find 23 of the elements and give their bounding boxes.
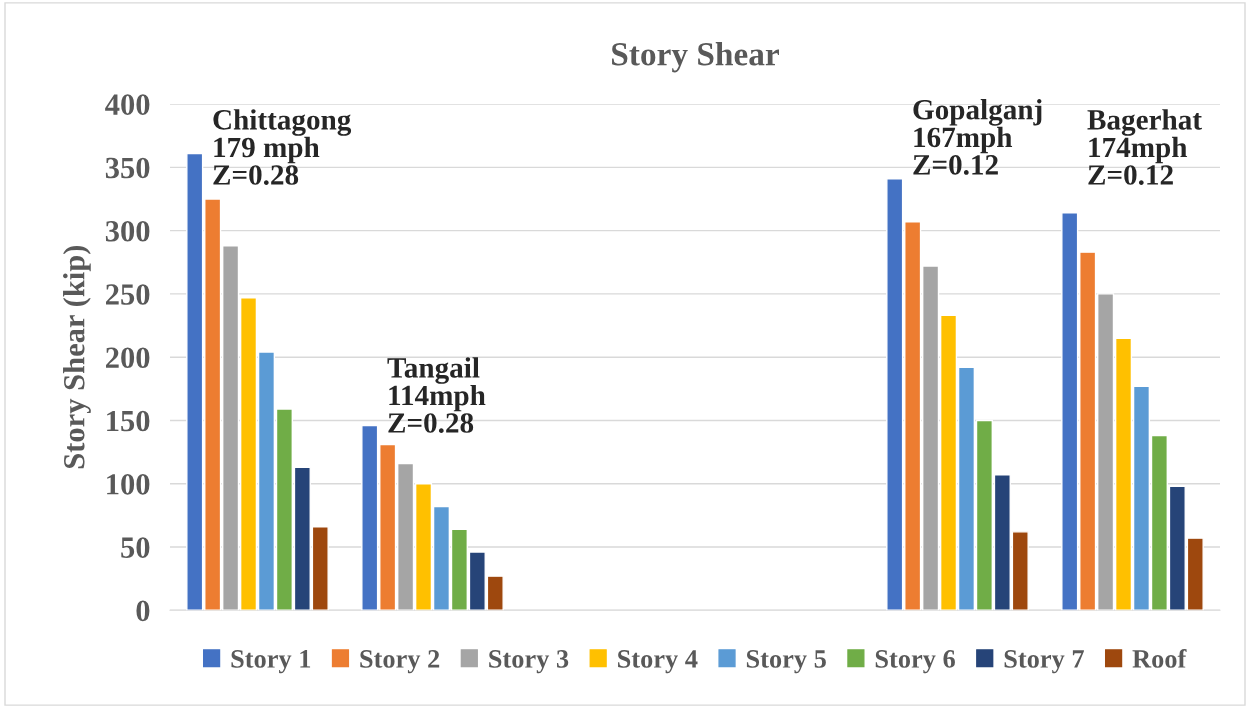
annotation: Bagerhat 174mph Z=0.12 <box>1087 109 1202 185</box>
y-axis-title: Story Shear (kip) <box>63 245 91 469</box>
legend-label: Roof <box>1132 648 1187 668</box>
y-tick-label: 150 <box>107 410 150 432</box>
y-tick-label: 50 <box>121 537 150 558</box>
chart-title: Story Shear <box>612 42 779 73</box>
legend-label: Story 7 <box>1004 650 1084 674</box>
legend-label: Story 4 <box>618 650 698 674</box>
y-tick-label: 400 <box>105 94 150 115</box>
annotation: Chittagong 179 mph Z=0.28 <box>213 109 352 185</box>
y-tick-label: 250 <box>106 284 150 305</box>
legend-label: Story 3 <box>489 650 569 674</box>
legend-label: Story 5 <box>746 650 826 674</box>
annotation: Gopalganj 167mph Z=0.12 <box>913 99 1042 175</box>
y-tick-label: 100 <box>107 474 150 495</box>
annotation: Tangail 114mph Z=0.28 <box>387 357 486 433</box>
legend-label: Story 6 <box>875 650 955 674</box>
legend-label: Story 1 <box>231 650 311 674</box>
legend-label: Story 2 <box>360 650 440 674</box>
y-tick-label: 350 <box>105 157 150 179</box>
y-tick-label: 0 <box>136 600 150 622</box>
y-tick-label: 200 <box>106 347 150 369</box>
y-tick-label: 300 <box>105 220 150 242</box>
